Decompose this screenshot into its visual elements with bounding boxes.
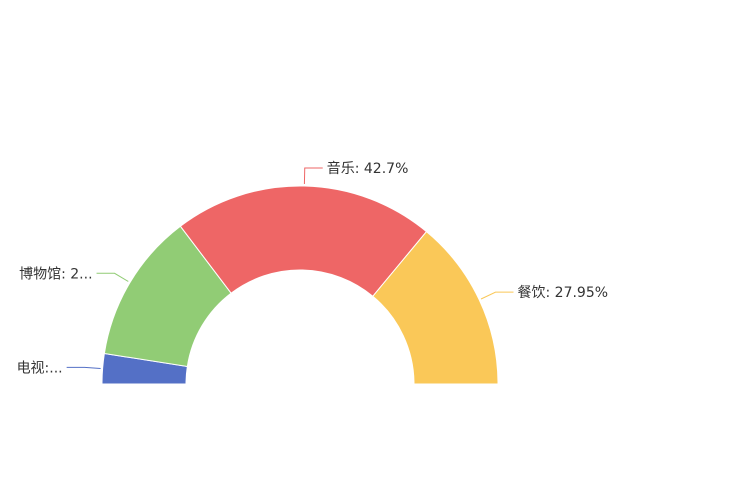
leader-line-0 bbox=[66, 366, 101, 370]
slice-label-3: 餐饮: 27.95% bbox=[518, 285, 609, 301]
pie-slice-2[interactable] bbox=[179, 185, 428, 297]
slices-group bbox=[101, 185, 499, 385]
leader-line-3 bbox=[480, 291, 514, 300]
pie-slice-3[interactable] bbox=[372, 230, 499, 385]
slice-label-2: 音乐: 42.7% bbox=[327, 160, 409, 177]
leader-line-2 bbox=[303, 167, 323, 185]
leader-line-1 bbox=[96, 272, 129, 282]
slice-label-0: 电视:... bbox=[17, 360, 63, 376]
labels-group: 电视:... 博物馆: 2... 音乐: 42.7% 餐饮: 27.95% bbox=[17, 160, 609, 376]
leader-lines-group bbox=[66, 167, 514, 370]
slice-label-1: 博物馆: 2... bbox=[19, 265, 92, 282]
